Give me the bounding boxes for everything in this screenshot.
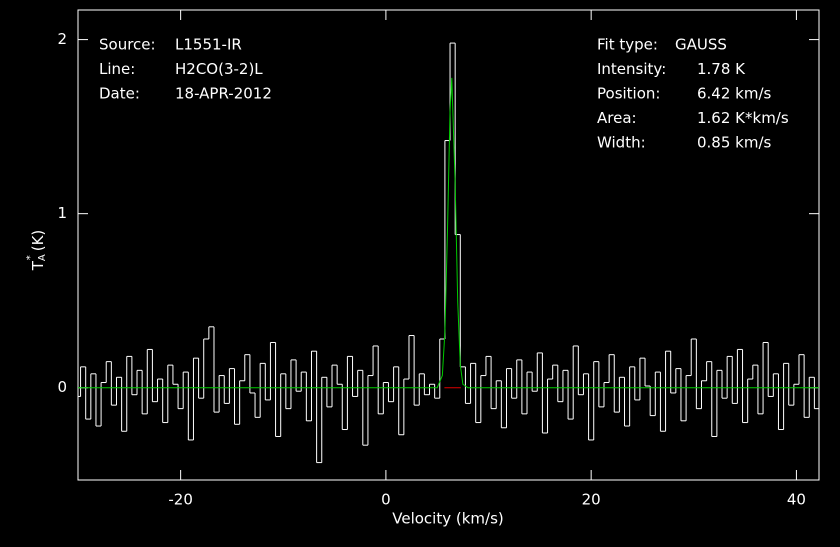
fit-value: 6.42 km/s (697, 85, 772, 103)
info-label: Date: (99, 85, 140, 103)
info-value: H2CO(3-2)L (175, 60, 263, 78)
fit-curve (78, 77, 819, 389)
fit-value: 1.62 K*km/s (697, 109, 789, 127)
x-tick-label: -20 (168, 491, 193, 509)
y-tick-label: 1 (57, 204, 67, 222)
info-label: Source: (99, 36, 156, 54)
y-label-sub: A (37, 254, 48, 261)
fit-label: Fit type: (597, 36, 658, 54)
x-tick-label: 0 (381, 491, 391, 509)
y-label-unit: (K) (29, 230, 47, 252)
info-value: L1551-IR (175, 36, 242, 54)
info-value: 18-APR-2012 (175, 85, 272, 103)
y-axis-label: TA* (K) (25, 230, 48, 272)
fit-value: GAUSS (675, 36, 727, 54)
y-label-sup: * (25, 255, 36, 260)
y-label-main: T (29, 260, 47, 271)
fit-value: 1.78 K (697, 60, 746, 78)
fit-label: Area: (597, 109, 637, 127)
fit-label: Position: (597, 85, 660, 103)
y-tick-label: 2 (57, 30, 67, 48)
plot-frame (77, 9, 820, 481)
x-tick-label: 20 (582, 491, 601, 509)
fit-label: Intensity: (597, 60, 666, 78)
x-axis-label: Velocity (km/s) (392, 510, 503, 528)
fit-label: Width: (597, 134, 646, 152)
info-label: Line: (99, 60, 135, 78)
fit-value: 0.85 km/s (697, 134, 772, 152)
spectrum-risers (80, 43, 815, 463)
y-tick-label: 0 (57, 378, 67, 396)
x-tick-label: 40 (787, 491, 806, 509)
